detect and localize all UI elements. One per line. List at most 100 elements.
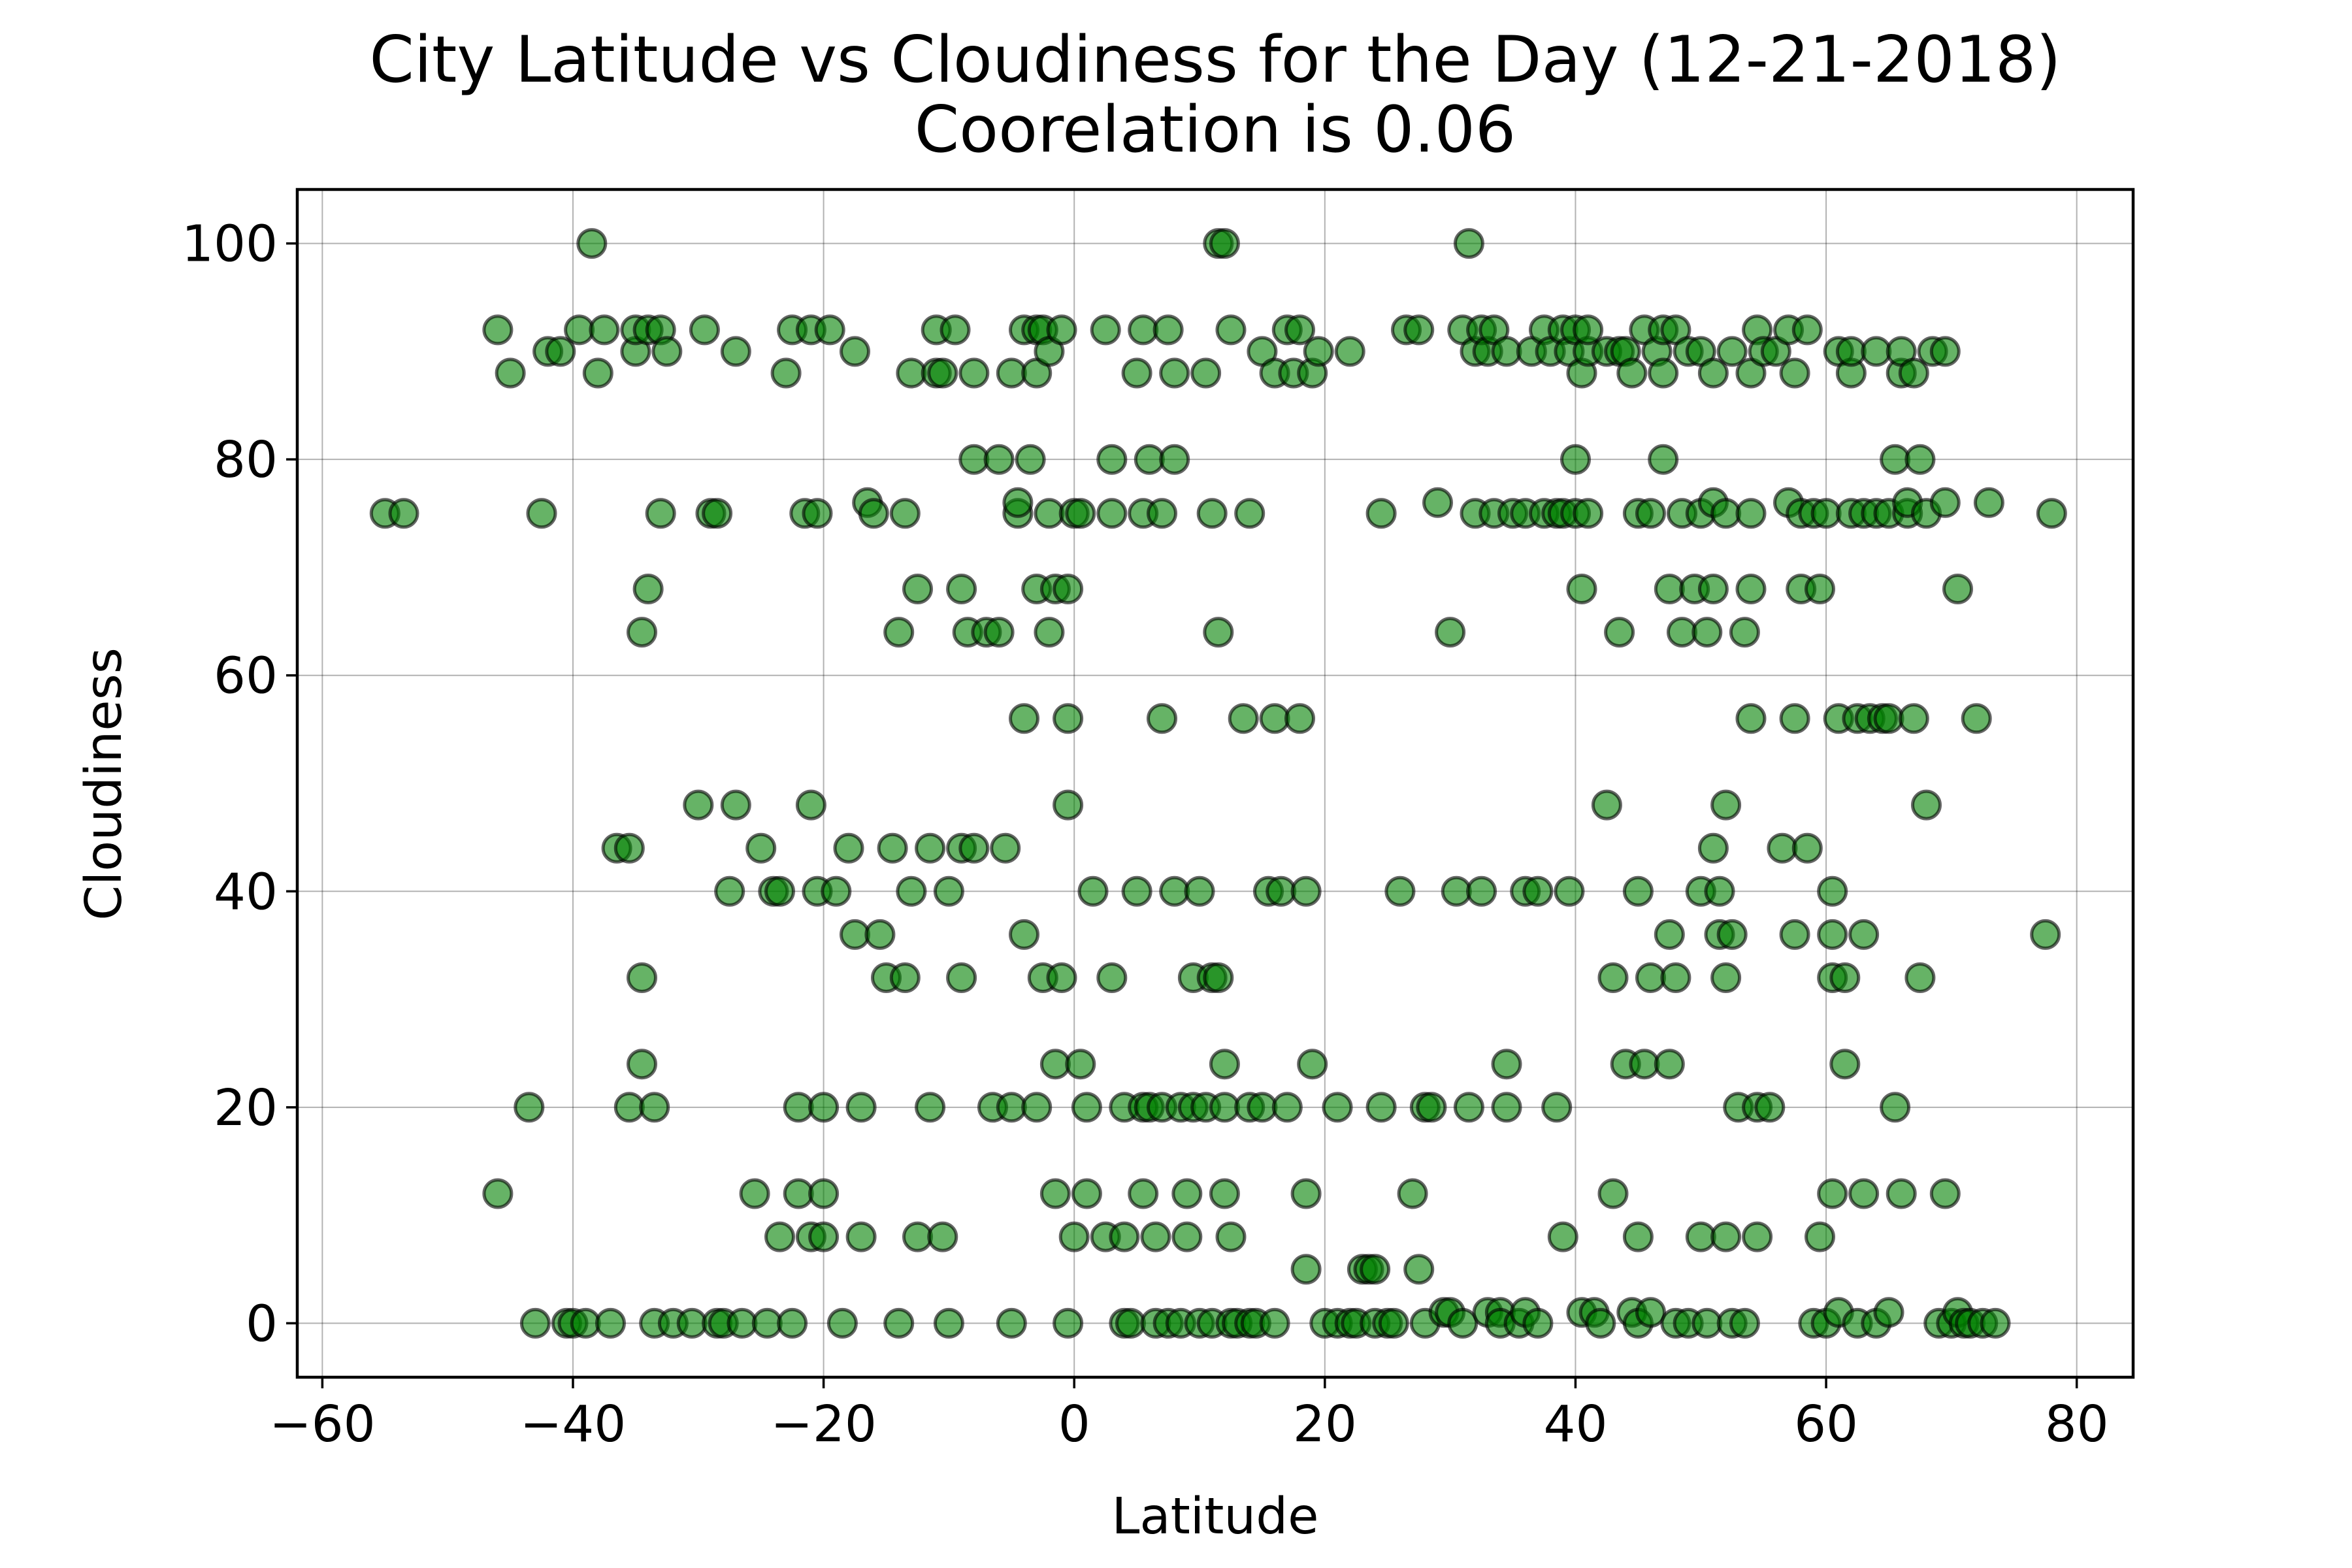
data-point	[1742, 1221, 1773, 1252]
data-point	[1071, 1178, 1102, 1209]
data-point	[1403, 1254, 1435, 1285]
data-point	[627, 1049, 657, 1080]
data-point	[1648, 444, 1679, 475]
data-point	[689, 314, 720, 346]
data-point	[1898, 357, 1929, 389]
data-point	[1147, 498, 1177, 529]
data-point	[1228, 703, 1259, 734]
data-point	[1234, 498, 1266, 529]
data-point	[1365, 1092, 1397, 1123]
data-point	[1441, 875, 1472, 907]
data-point	[1453, 1092, 1484, 1123]
data-point	[1691, 617, 1723, 648]
x-tick-label: −20	[770, 1396, 877, 1454]
data-point	[1848, 1178, 1880, 1209]
data-point	[1835, 336, 1867, 367]
data-point	[1697, 832, 1729, 864]
data-point	[1266, 875, 1297, 907]
data-point	[1365, 498, 1397, 529]
data-point	[727, 1307, 758, 1339]
data-point	[589, 314, 620, 346]
data-point	[1159, 357, 1190, 389]
data-point	[1522, 1307, 1554, 1339]
data-point	[1805, 1221, 1835, 1252]
data-point	[613, 832, 645, 864]
data-point	[939, 314, 971, 346]
data-point	[1829, 1049, 1861, 1080]
data-point	[996, 1307, 1027, 1339]
data-point	[1710, 1221, 1742, 1252]
y-tick-label: 0	[246, 1295, 278, 1353]
y-axis-label: Cloudiness	[75, 647, 133, 921]
data-point	[996, 357, 1027, 389]
data-point	[1334, 336, 1365, 367]
data-point	[1805, 574, 1835, 604]
data-point	[1159, 875, 1190, 907]
data-point	[783, 1092, 814, 1123]
data-point	[1779, 703, 1810, 734]
x-tick-label: 80	[2045, 1396, 2109, 1454]
data-point	[745, 832, 777, 864]
data-point	[1654, 919, 1685, 950]
data-point	[1171, 1221, 1203, 1252]
data-point	[1735, 703, 1767, 734]
data-point	[1685, 1221, 1716, 1252]
data-point	[526, 498, 557, 529]
data-point	[1209, 1049, 1240, 1080]
data-point	[1203, 617, 1234, 648]
data-point	[514, 1092, 545, 1123]
data-point	[1667, 617, 1697, 648]
data-point	[1880, 444, 1911, 475]
data-point	[1140, 1221, 1171, 1252]
data-point	[826, 1307, 858, 1339]
data-point	[821, 875, 852, 907]
data-point	[1710, 789, 1742, 821]
y-tick-label: 100	[182, 216, 278, 274]
data-point	[770, 357, 802, 389]
data-point	[1147, 703, 1177, 734]
data-point	[1297, 1049, 1328, 1080]
data-point	[845, 1092, 877, 1123]
data-point	[1403, 314, 1435, 346]
data-point	[645, 498, 676, 529]
data-point	[1397, 1178, 1428, 1209]
data-point	[1039, 1049, 1071, 1080]
data-point	[1077, 875, 1109, 907]
data-point	[1065, 1049, 1096, 1080]
data-point	[720, 336, 751, 367]
data-point	[1215, 314, 1247, 346]
data-point	[1791, 314, 1823, 346]
data-point	[1121, 875, 1152, 907]
data-point	[1447, 1307, 1478, 1339]
data-point	[1817, 1178, 1848, 1209]
data-point	[1817, 919, 1848, 950]
data-point	[764, 1221, 795, 1252]
data-point	[1554, 875, 1585, 907]
data-point	[1271, 1092, 1303, 1123]
data-point	[933, 875, 964, 907]
data-point	[1848, 919, 1880, 950]
data-point	[1053, 1307, 1084, 1339]
data-point	[1648, 357, 1679, 389]
data-point	[1604, 617, 1635, 648]
data-point	[1009, 703, 1039, 734]
data-point	[1491, 336, 1522, 367]
data-point	[1691, 1307, 1723, 1339]
data-point	[1704, 875, 1735, 907]
data-point	[958, 832, 990, 864]
data-point	[1152, 314, 1184, 346]
data-point	[1735, 574, 1767, 604]
data-point	[1065, 498, 1096, 529]
data-point	[576, 228, 608, 259]
data-point	[1090, 314, 1121, 346]
data-point	[864, 919, 896, 950]
data-point	[627, 617, 657, 648]
data-point	[1058, 1221, 1090, 1252]
data-point	[1716, 919, 1748, 950]
data-point	[570, 1307, 601, 1339]
x-tick-label: −60	[269, 1396, 376, 1454]
data-point	[1779, 919, 1810, 950]
data-point	[1109, 1221, 1140, 1252]
data-point	[1654, 1049, 1685, 1080]
